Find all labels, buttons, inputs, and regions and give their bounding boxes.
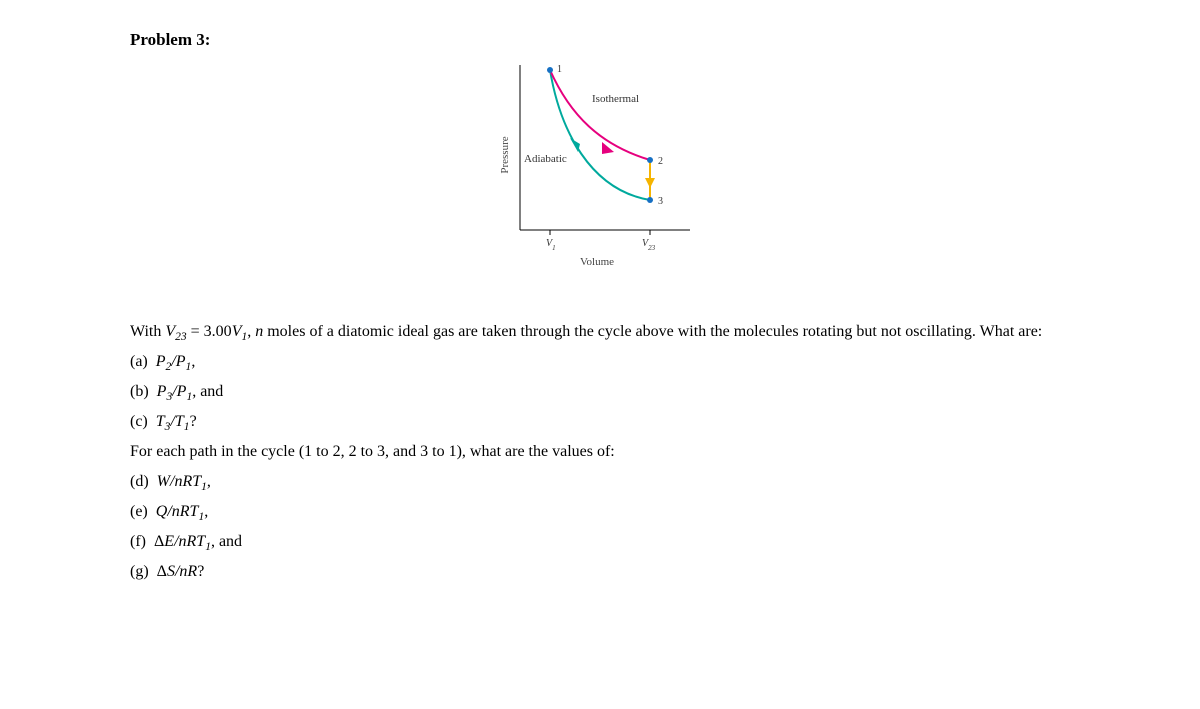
isochoric-arrow-icon bbox=[645, 178, 655, 188]
adiabatic-label: Adiabatic bbox=[524, 153, 567, 165]
letter-b: (b) bbox=[130, 383, 149, 400]
item-e: (e) Q/nRT1, bbox=[130, 500, 1070, 524]
isothermal-curve bbox=[550, 70, 650, 160]
isothermal-label: Isothermal bbox=[592, 93, 639, 105]
letter-a: (a) bbox=[130, 353, 148, 370]
pv-diagram: V1 V23 Pressure Volume 1 2 3 bbox=[490, 60, 710, 290]
intro-2: For each path in the cycle (1 to 2, 2 to… bbox=[130, 440, 1070, 464]
letter-c: (c) bbox=[130, 413, 148, 430]
letter-f: (f) bbox=[130, 533, 146, 550]
item-c: (c) T3/T1? bbox=[130, 410, 1070, 434]
item-f: (f) ΔE/nRT1, and bbox=[130, 530, 1070, 554]
point-2-label: 2 bbox=[658, 156, 663, 167]
v23-sym: V23 bbox=[165, 323, 186, 340]
page: Problem 3: V1 V23 Pressure Volume bbox=[0, 0, 1200, 620]
item-d: (d) W/nRT1, bbox=[130, 470, 1070, 494]
ylabel: Pressure bbox=[499, 136, 511, 173]
problem-body: With V23 = 3.00V1, n moles of a diatomic… bbox=[130, 320, 1070, 584]
letter-d: (d) bbox=[130, 473, 149, 490]
xtick-v1: V1 bbox=[546, 238, 556, 252]
point-3 bbox=[647, 197, 653, 203]
xtick-v23: V23 bbox=[642, 238, 656, 252]
point-1 bbox=[547, 67, 553, 73]
figure-wrapper: V1 V23 Pressure Volume 1 2 3 bbox=[130, 60, 1070, 290]
adiabatic-arrow-icon bbox=[570, 138, 580, 152]
item-g: (g) ΔS/nR? bbox=[130, 560, 1070, 584]
letter-g: (g) bbox=[130, 563, 149, 580]
intro-with: With bbox=[130, 323, 165, 340]
point-2 bbox=[647, 157, 653, 163]
v1-sym: V1 bbox=[232, 323, 248, 340]
item-a: (a) P2/P1, bbox=[130, 350, 1070, 374]
intro-tail: moles of a diatomic ideal gas are taken … bbox=[263, 323, 1042, 340]
xlabel: Volume bbox=[580, 256, 614, 268]
problem-title: Problem 3: bbox=[130, 30, 1070, 50]
item-b: (b) P3/P1, and bbox=[130, 380, 1070, 404]
eq-text: = 3.00 bbox=[187, 323, 232, 340]
point-3-label: 3 bbox=[658, 196, 663, 207]
letter-e: (e) bbox=[130, 503, 148, 520]
intro-paragraph: With V23 = 3.00V1, n moles of a diatomic… bbox=[130, 320, 1070, 344]
point-1-label: 1 bbox=[557, 64, 562, 75]
